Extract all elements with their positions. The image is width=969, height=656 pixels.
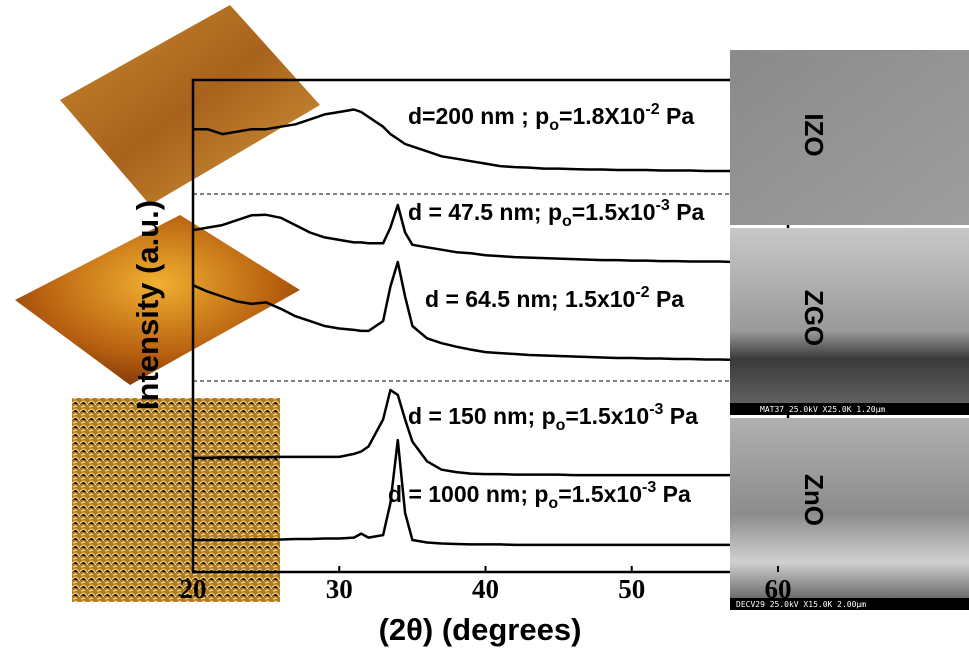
label-sub: o — [549, 117, 559, 134]
label-text: =1.8X10 — [559, 103, 645, 129]
sem-image — [730, 50, 969, 225]
afm-image — [60, 5, 320, 205]
label-sub: o — [548, 495, 558, 512]
label-text: Pa — [656, 481, 691, 507]
label-text: Pa — [660, 103, 695, 129]
label-sub: o — [556, 417, 566, 434]
label-text: d=200 nm ; p — [408, 103, 549, 129]
label-text: Pa — [663, 403, 698, 429]
label-text: d = 64.5 nm; 1.5x10 — [425, 286, 635, 312]
x-axis-label: (2θ) (degrees) — [379, 612, 582, 647]
curve-label: d=200 nm ; po=1.8X10-2 Pa — [408, 101, 694, 134]
label-text: d = 150 nm; p — [408, 403, 556, 429]
curve-label: d = 1000 nm; po=1.5x10-3 Pa — [388, 479, 691, 512]
figure: MAT37 25.0kV X25.0K 1.20µm DECV29 25.0kV… — [0, 0, 969, 656]
sem-image — [730, 228, 969, 415]
label-text: d = 1000 nm; p — [388, 481, 548, 507]
curve-label: d = 47.5 nm; po=1.5x10-3 Pa — [408, 197, 705, 230]
label-sup: -3 — [649, 401, 663, 418]
label-text: Pa — [670, 199, 705, 225]
x-tick-label: 50 — [618, 574, 645, 604]
label-text: =1.5x10 — [572, 199, 656, 225]
y-axis-label: Intensity (a.u.) — [130, 200, 165, 410]
panel-label: ZnO — [799, 474, 829, 526]
label-sup: -3 — [656, 197, 670, 214]
x-tick-label: 40 — [472, 574, 499, 604]
sem-caption: MAT37 25.0kV X25.0K 1.20µm — [760, 405, 885, 414]
x-tick-label: 60 — [765, 574, 792, 604]
label-text: =1.5x10 — [565, 403, 649, 429]
panel-label: ZGO — [799, 290, 829, 346]
afm-images — [15, 5, 320, 602]
label-text: Pa — [650, 286, 685, 312]
curve-label: d = 150 nm; po=1.5x10-3 Pa — [408, 401, 698, 434]
panel-label: IZO — [799, 113, 829, 156]
sem-caption: DECV29 25.0kV X15.0K 2.00µm — [736, 600, 866, 609]
x-tick-label: 20 — [180, 574, 207, 604]
sem-images — [730, 50, 969, 610]
label-sup: -2 — [635, 284, 649, 301]
label-sup: -2 — [645, 101, 659, 118]
curve-label: d = 64.5 nm; 1.5x10-2 Pa — [425, 284, 684, 312]
page: {"chart_data":{"type":"line","x_label":"… — [0, 0, 969, 656]
x-tick-label: 30 — [326, 574, 353, 604]
label-sup: -3 — [642, 479, 656, 496]
label-text: =1.5x10 — [558, 481, 642, 507]
label-sub: o — [562, 213, 572, 230]
label-text: d = 47.5 nm; p — [408, 199, 562, 225]
